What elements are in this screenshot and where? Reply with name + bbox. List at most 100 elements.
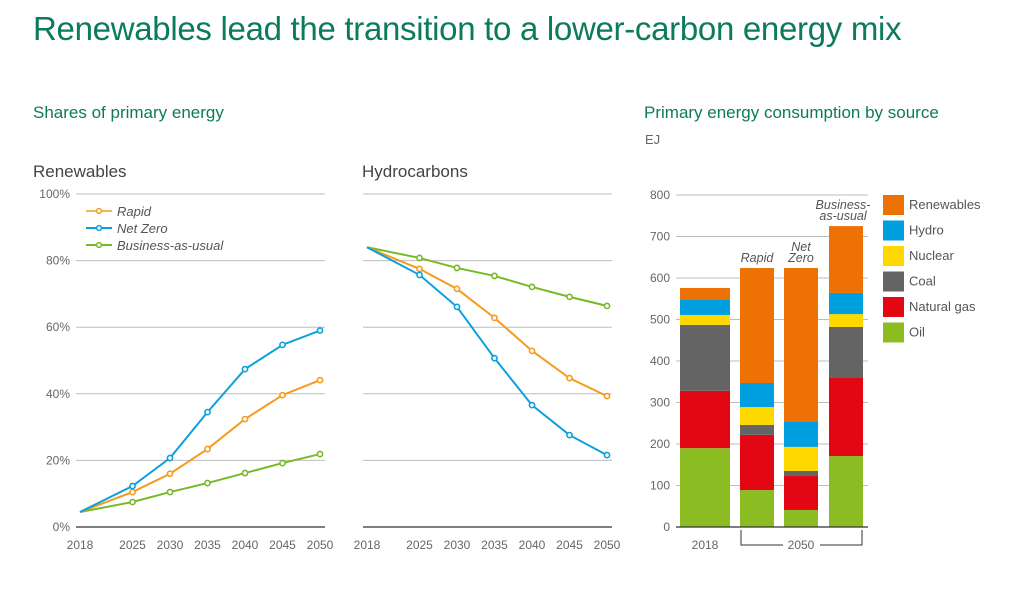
legend-marker-rapid [95,207,103,215]
bar-segment-nuclear [784,446,818,471]
legend-marker-net-zero [95,224,103,232]
legend-label: Hydro [909,223,944,238]
y-tick-label: 40% [46,387,70,401]
legend-swatch-hydro [883,220,904,241]
legend-label: Net Zero [117,221,168,236]
bar-segment-hydro [740,382,774,408]
bar-segment-hydro [784,422,818,447]
legend-swatch-coal [883,271,904,292]
data-point-net-zero [204,408,211,416]
y-tick-label: 60% [46,320,70,334]
y-tick-label: 100% [39,187,70,201]
data-point-rapid [204,445,211,453]
series-line-rapid [366,246,608,398]
legend-label: Business-as-usual [117,238,224,253]
x-tick-label: 2045 [269,538,296,552]
data-point-rapid [416,265,423,273]
x-tick-label: 2035 [194,538,221,552]
page-title: Renewables lead the transition to a lowe… [33,10,902,47]
data-point-rapid [241,415,249,423]
data-point-bau [416,254,423,262]
data-point-bau [316,450,324,458]
data-point-rapid [453,285,461,293]
data-point-rapid [279,391,286,399]
y-tick-label: 80% [46,254,70,268]
x-tick-label: 2040 [519,538,546,552]
x-tick-label: 2050 [307,538,334,552]
bar-segment-oil [740,490,774,527]
renewables-chart-title: Renewables [33,162,127,181]
data-point-rapid [566,374,573,382]
bar-category-label: Net [791,240,811,254]
series-line-rapid [79,379,321,513]
hydrocarbons-chart-title: Hydrocarbons [362,162,468,181]
bar-segment-natural-gas [740,434,774,491]
bar-segment-renewables [784,268,818,423]
bar-category-label: Rapid [741,251,775,265]
right-section-title: Primary energy consumption by source [644,103,939,122]
bar-segment-nuclear [829,314,863,327]
y-tick-label: 800 [650,188,670,202]
bar-segment-coal [784,470,818,476]
data-point-net-zero [566,431,573,439]
legend-label: Renewables [909,197,981,212]
bar-segment-natural-gas [829,378,863,457]
legend-label: Coal [909,274,936,289]
x-tick-label: 2025 [119,538,146,552]
bar-segment-oil [680,448,730,527]
legend-swatch-renewables [883,195,904,215]
data-point-rapid [491,314,498,322]
data-point-rapid [166,470,174,478]
data-point-bau [241,469,249,477]
unit-label: EJ [645,132,661,147]
legend-swatch-natural-gas [883,297,904,317]
data-point-bau [166,488,174,496]
data-point-bau [603,302,611,310]
data-point-net-zero [241,365,249,373]
legend-marker-bau [95,241,103,249]
data-point-rapid [528,347,536,355]
data-point-net-zero [316,327,324,334]
bar-segment-coal [680,324,730,391]
x-tick-label: 2018 [354,538,381,552]
group-bracket-right [820,530,863,546]
left-section-title: Shares of primary energy [33,103,224,122]
y-tick-label: 400 [650,354,670,368]
y-tick-label: 20% [46,453,70,467]
bar-segment-hydro [829,292,863,315]
y-tick-label: 0 [663,520,670,534]
y-tick-label: 0% [53,520,71,534]
bar-segment-oil [784,509,818,527]
y-tick-label: 100 [650,479,670,493]
data-point-rapid [316,376,324,384]
y-tick-label: 700 [650,230,670,244]
bar-segment-renewables [680,287,730,300]
legend-label: Rapid [117,204,152,219]
legend-swatch-oil [883,322,904,343]
x-tick-label: 2040 [232,538,259,552]
data-point-net-zero [166,454,174,462]
legend-swatch-nuclear [883,246,904,266]
data-point-bau [129,498,136,506]
y-tick-label: 200 [650,437,670,451]
x-tick-label: 2050 [594,538,621,552]
y-tick-label: 500 [650,313,670,327]
bar-category-label: Zero [787,251,814,265]
bar-segment-oil [829,456,863,527]
bar-segment-natural-gas [784,475,818,510]
series-line-net-zero [366,246,608,456]
data-point-rapid [129,488,136,496]
x-tick-label: 2035 [481,538,508,552]
bar-segment-coal [740,424,774,435]
bar-segment-natural-gas [680,390,730,449]
data-point-bau [566,293,573,301]
bar-category-label: as-usual [819,209,867,223]
bar-segment-renewables [740,268,774,383]
x-tick-label: 2030 [444,538,471,552]
data-point-net-zero [603,451,611,459]
x-tick-label: 2018 [67,538,94,552]
legend-label: Oil [909,325,925,340]
x-tick-label: 2025 [406,538,433,552]
data-point-bau [279,459,286,467]
